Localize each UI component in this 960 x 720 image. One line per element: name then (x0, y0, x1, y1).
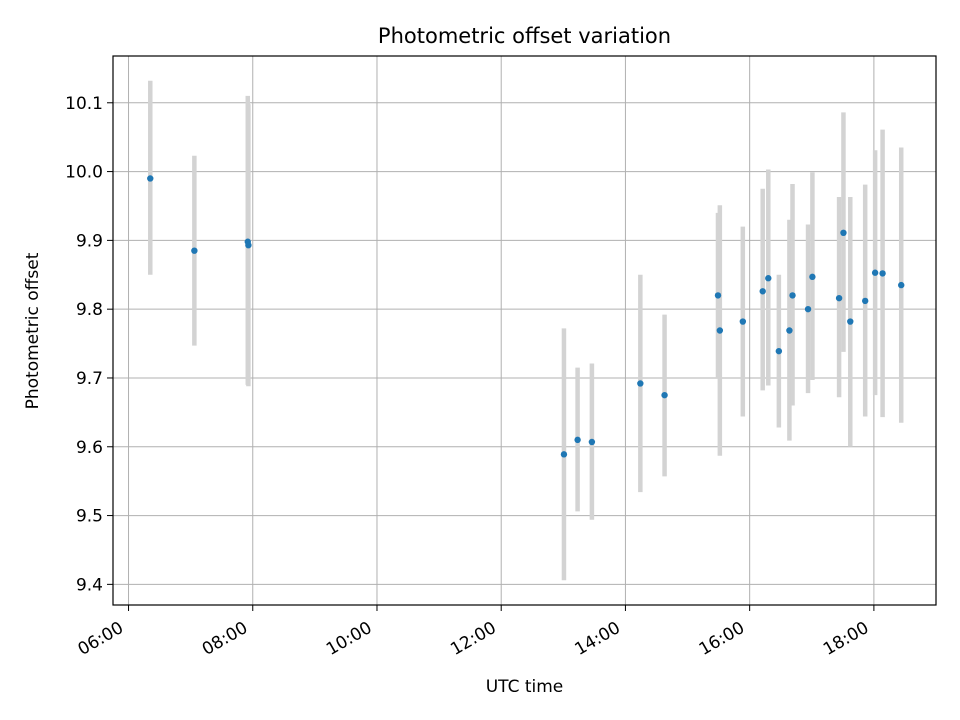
y-axis-ticks: 9.4 9.5 9.6 9.7 9.8 9.9 10.0 10.1 (65, 94, 113, 595)
y-tick-label: 9.5 (76, 507, 103, 527)
data-point (147, 175, 154, 182)
y-tick-label: 9.8 (76, 300, 103, 320)
data-point (871, 269, 879, 276)
data-point (835, 294, 843, 302)
data-point (739, 318, 747, 325)
data-point (714, 292, 722, 299)
data-point (560, 451, 568, 458)
data-point (775, 347, 783, 355)
data-point (574, 436, 581, 444)
y-axis-label: Photometric offset (23, 252, 43, 409)
data-point (840, 229, 847, 237)
data-point (804, 305, 812, 313)
data-point (809, 273, 816, 281)
data-point (786, 327, 793, 334)
y-tick-label: 9.7 (76, 369, 103, 389)
data-points (147, 175, 905, 458)
y-tick-label: 9.4 (76, 575, 103, 595)
data-point (191, 247, 198, 254)
chart-title: Photometric offset variation (378, 24, 671, 48)
data-point (898, 281, 905, 289)
data-point (637, 380, 644, 387)
data-point (716, 327, 724, 334)
data-point (861, 297, 869, 305)
data-point (847, 318, 854, 325)
y-tick-label: 9.9 (76, 231, 103, 251)
data-point (245, 241, 252, 249)
data-point (765, 275, 772, 282)
data-point (789, 292, 796, 299)
data-point (759, 288, 766, 295)
data-point (661, 391, 668, 399)
data-point (588, 438, 596, 446)
y-tick-label: 9.6 (76, 438, 103, 458)
y-tick-label: 10.0 (65, 163, 103, 183)
y-tick-label: 10.1 (65, 94, 103, 114)
plot-frame (112, 55, 937, 606)
data-point (879, 270, 886, 277)
x-axis-label: UTC time (486, 677, 564, 697)
